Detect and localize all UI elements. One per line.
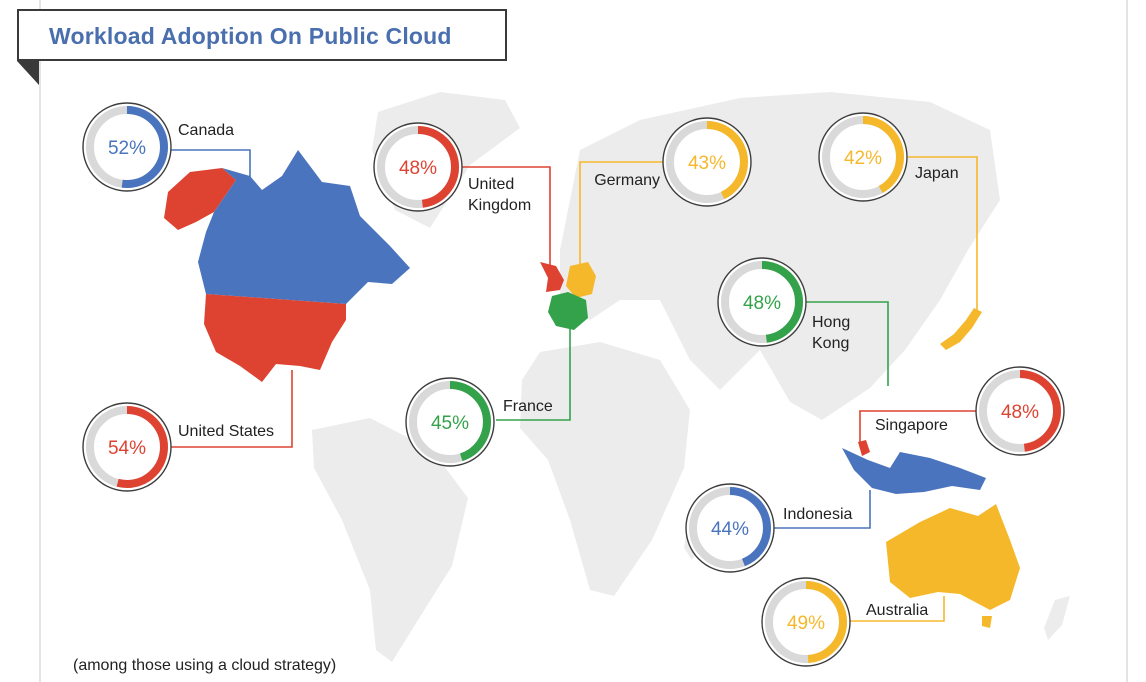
donut-outline bbox=[761, 577, 851, 667]
donut-outline bbox=[82, 402, 172, 492]
donut-value: 48% bbox=[399, 158, 437, 179]
donut-outline bbox=[685, 483, 775, 573]
marker-france: 45% France bbox=[405, 377, 553, 467]
map-france bbox=[548, 292, 588, 330]
country-label: Kong bbox=[812, 335, 849, 352]
country-label: Australia bbox=[866, 602, 928, 619]
country-label: United States bbox=[178, 423, 274, 440]
country-label: Japan bbox=[915, 165, 959, 182]
frame-right-border bbox=[1126, 0, 1128, 682]
donut-value: 42% bbox=[844, 148, 882, 169]
donut-outline bbox=[373, 122, 463, 212]
donut-outline bbox=[82, 102, 172, 192]
donut-outline bbox=[405, 377, 495, 467]
land-south-america bbox=[312, 418, 468, 662]
donut-value: 52% bbox=[108, 138, 146, 159]
marker-united-kingdom: 48% United Kingdom bbox=[373, 122, 531, 214]
donut-value: 44% bbox=[711, 519, 749, 540]
donut-arc bbox=[86, 406, 168, 488]
donut-arc bbox=[689, 487, 771, 569]
map-australia bbox=[886, 504, 1020, 610]
map-indonesia bbox=[842, 448, 986, 494]
connector-australia bbox=[850, 596, 945, 622]
donut-arc bbox=[377, 126, 459, 208]
country-label: Singapore bbox=[875, 417, 948, 434]
donut-arc bbox=[666, 121, 748, 203]
donut-outline bbox=[717, 257, 807, 347]
connector-indonesia bbox=[774, 490, 871, 529]
country-label: Germany bbox=[594, 172, 660, 189]
marker-indonesia: 44% Indonesia bbox=[685, 483, 852, 573]
country-label: Kingdom bbox=[468, 197, 531, 214]
map-germany bbox=[566, 262, 596, 298]
footnote: (among those using a cloud strategy) bbox=[73, 657, 337, 674]
map-usa bbox=[204, 294, 346, 382]
donut-outline bbox=[662, 117, 752, 207]
country-label: Canada bbox=[178, 122, 234, 139]
country-label: Indonesia bbox=[783, 506, 852, 523]
title-box: Workload Adoption On Public Cloud bbox=[17, 9, 507, 61]
donut-arc bbox=[822, 116, 904, 198]
land-africa bbox=[520, 342, 690, 596]
connector-hong-kong bbox=[806, 301, 889, 386]
marker-canada: 52% Canada bbox=[82, 102, 234, 192]
donut-outline bbox=[975, 366, 1065, 456]
map-canada bbox=[198, 150, 410, 304]
donut-arc bbox=[979, 370, 1061, 452]
donut-value: 54% bbox=[108, 438, 146, 459]
land-new-zealand bbox=[1044, 596, 1070, 640]
connector-canada bbox=[170, 149, 251, 200]
connector-germany bbox=[579, 161, 664, 272]
marker-japan: 42% Japan bbox=[818, 112, 959, 202]
donut-value: 49% bbox=[787, 613, 825, 634]
map-uk bbox=[540, 262, 564, 292]
donut-outline bbox=[818, 112, 908, 202]
donut-value: 45% bbox=[431, 413, 469, 434]
marker-singapore: 48% Singapore bbox=[875, 366, 1065, 456]
connector-lines bbox=[170, 149, 978, 622]
country-label: France bbox=[503, 398, 553, 415]
page-title: Workload Adoption On Public Cloud bbox=[49, 23, 452, 49]
title-fold-corner bbox=[17, 61, 39, 85]
frame-left-border bbox=[39, 0, 41, 682]
donut-markers: 52% Canada 54% United States 48% United Kingdo… bbox=[82, 102, 1065, 667]
connector-singapore bbox=[859, 410, 976, 444]
connector-united-kingdom bbox=[462, 166, 551, 270]
marker-germany: 43% Germany bbox=[594, 117, 752, 207]
connector-united-states bbox=[170, 370, 293, 448]
connector-japan bbox=[908, 156, 978, 318]
donut-value: 48% bbox=[743, 293, 781, 314]
marker-australia: 49% Australia bbox=[761, 577, 928, 667]
marker-hong-kong: 48% Hong Kong bbox=[717, 257, 850, 352]
country-label: United bbox=[468, 176, 514, 193]
marker-united-states: 54% United States bbox=[82, 402, 274, 492]
donut-value: 48% bbox=[1001, 402, 1039, 423]
donut-arc bbox=[86, 106, 168, 188]
map-singapore bbox=[858, 440, 870, 456]
donut-arc bbox=[765, 581, 847, 663]
connector-france bbox=[496, 320, 571, 421]
map-alaska bbox=[164, 168, 236, 230]
map-tasmania bbox=[982, 616, 992, 628]
donut-arc bbox=[721, 261, 803, 343]
donut-arc bbox=[409, 381, 491, 463]
map-japan bbox=[940, 308, 982, 350]
country-label: Hong bbox=[812, 314, 850, 331]
donut-value: 43% bbox=[688, 153, 726, 174]
